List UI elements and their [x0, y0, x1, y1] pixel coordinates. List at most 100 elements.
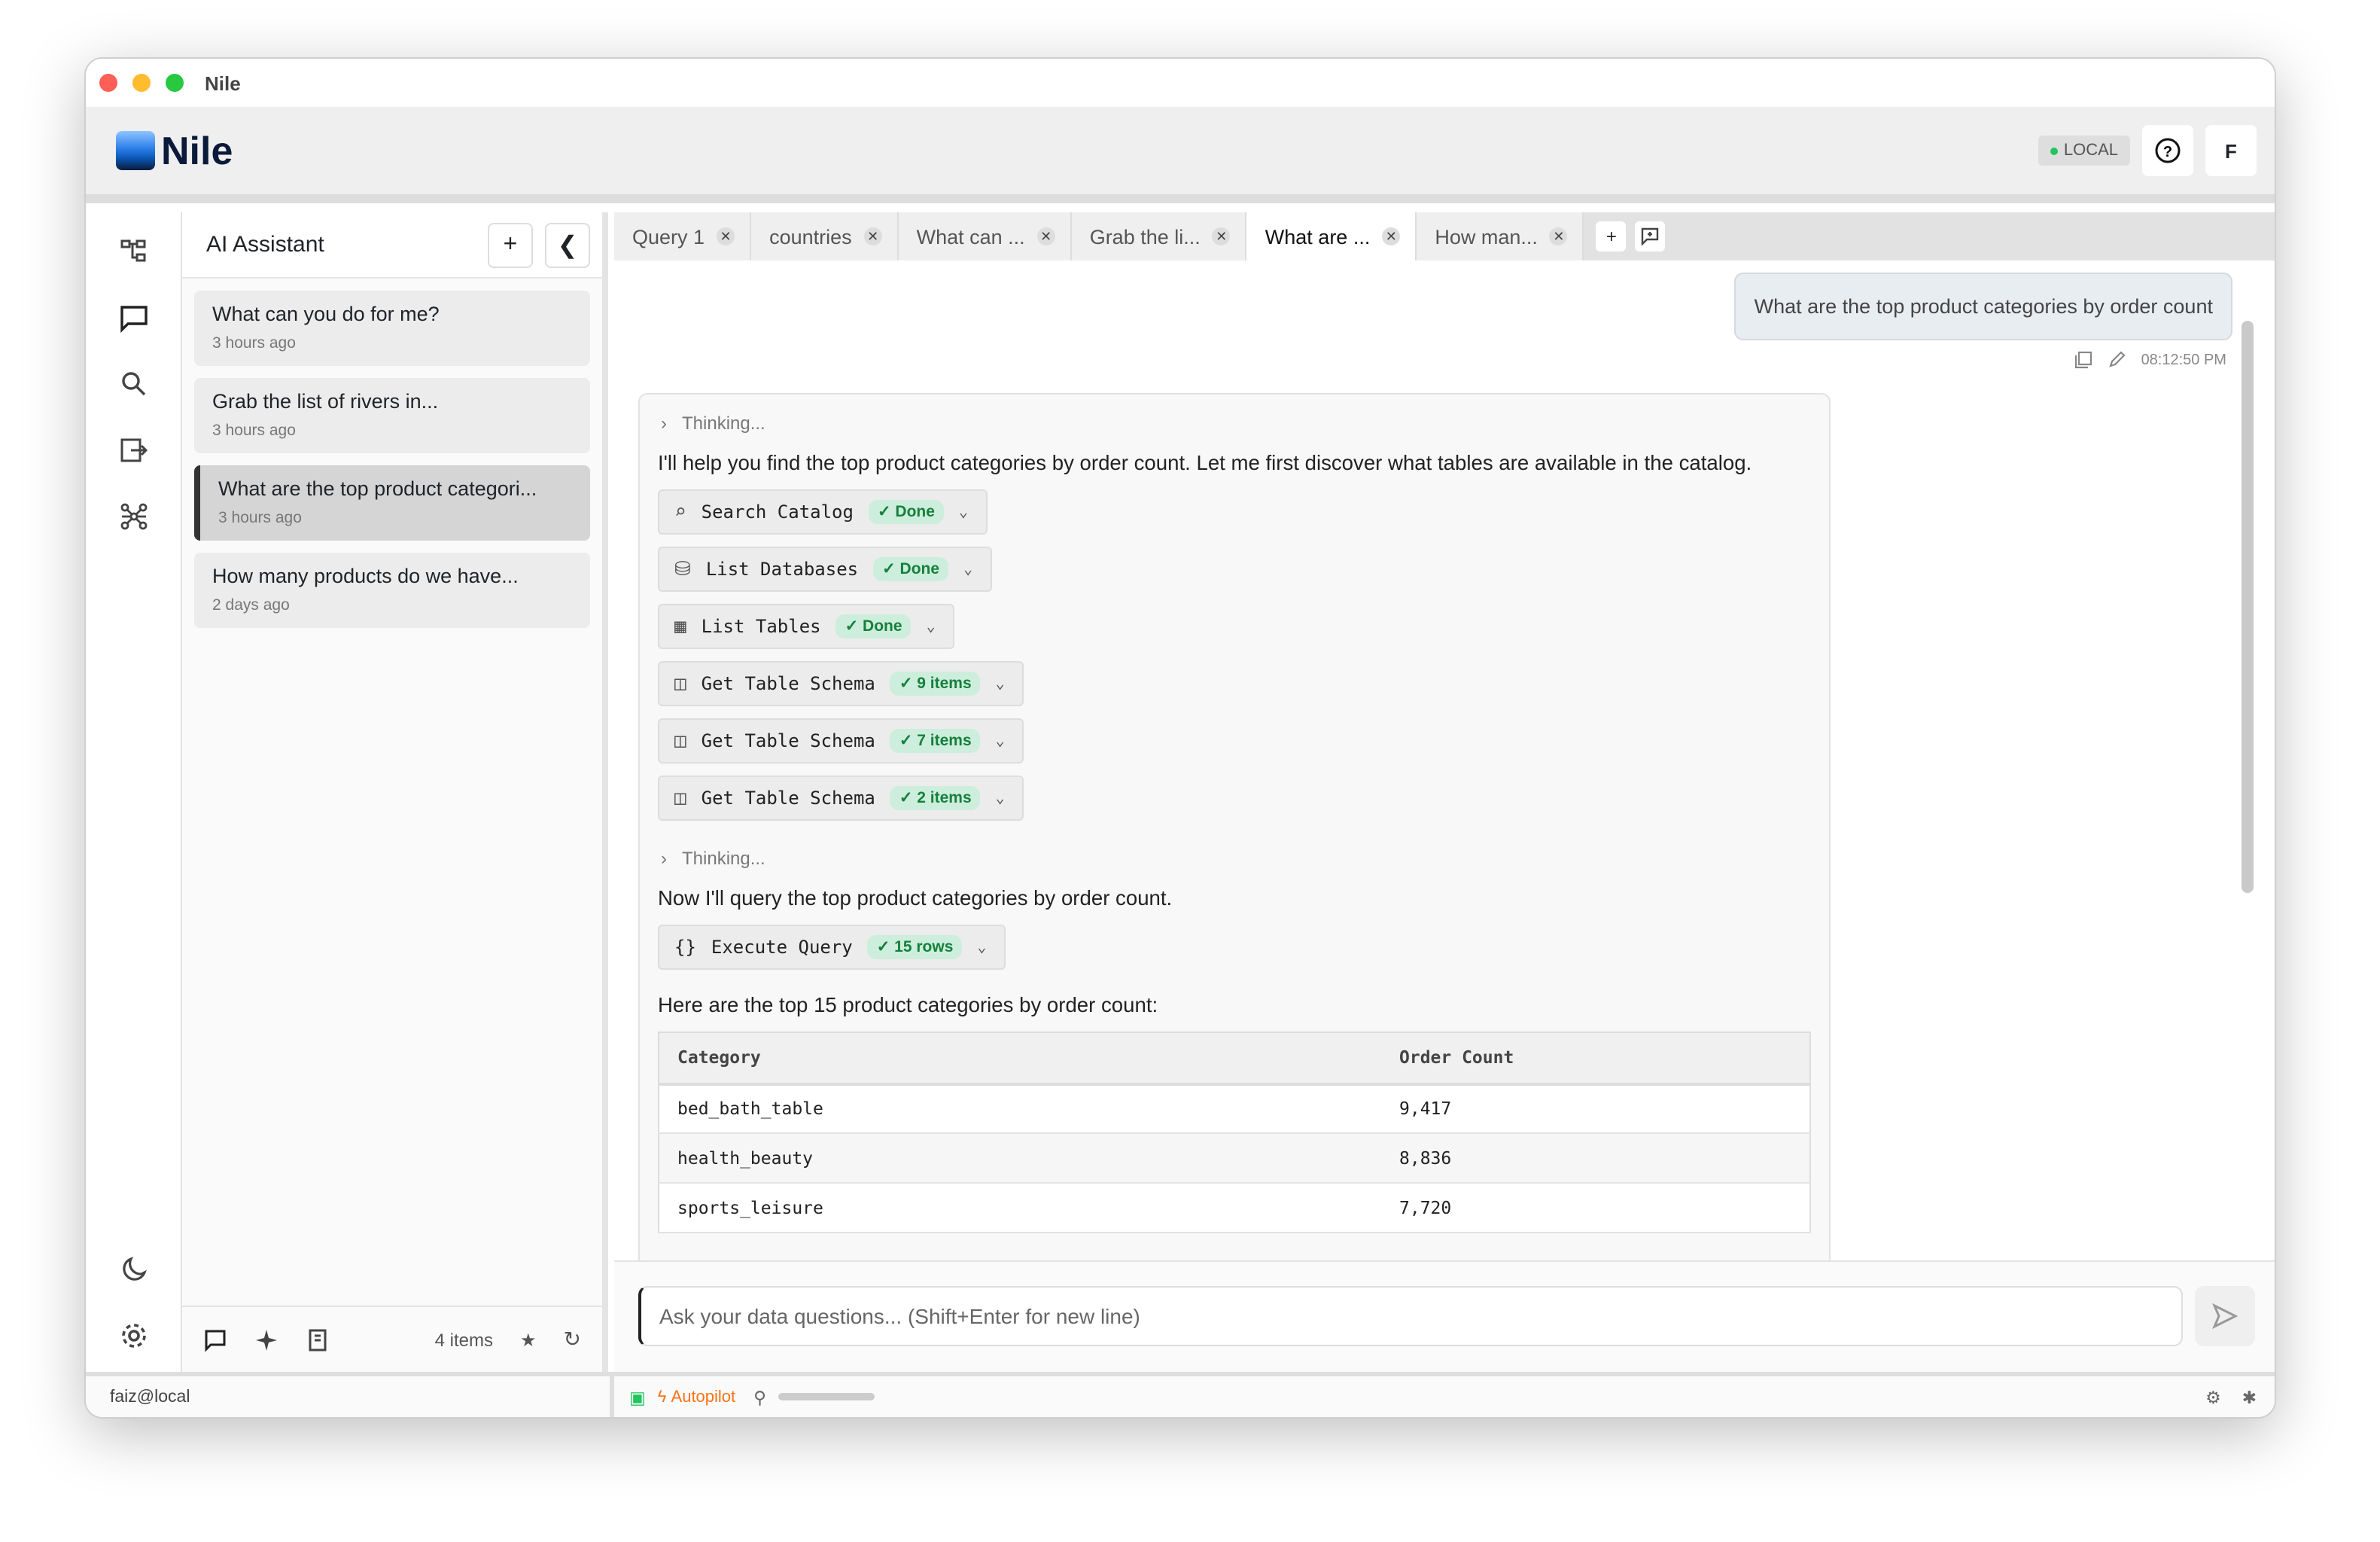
graph-network-icon[interactable] [116, 498, 152, 535]
chevron-down-icon[interactable]: ⌄ [958, 504, 968, 520]
chat-icon[interactable] [203, 1327, 227, 1352]
maximize-window-button[interactable] [166, 74, 184, 92]
chevron-down-icon[interactable]: ⌄ [963, 561, 973, 577]
close-window-button[interactable] [99, 74, 117, 92]
tool-call-execute-query[interactable]: {} Execute Query ✓ 15 rows ⌄ [658, 925, 1006, 970]
star-icon[interactable]: ★ [520, 1329, 537, 1350]
columns-icon: ◫ [674, 787, 686, 809]
autopilot-toggle[interactable]: ϟ Autopilot [657, 1388, 736, 1406]
status-dot-icon [2050, 147, 2058, 154]
user-message: What are the top product categories by o… [1734, 273, 2232, 340]
column-header[interactable]: Order Count [1381, 1032, 1810, 1085]
columns-icon: ◫ [674, 730, 686, 752]
tool-call[interactable]: ⌕ Search Catalog ✓ Done ⌄ [658, 489, 988, 535]
send-button[interactable] [2195, 1286, 2255, 1346]
tool-name: Execute Query [711, 937, 853, 958]
thinking-toggle[interactable]: › Thinking... [661, 848, 1811, 869]
tool-call[interactable]: ◫ Get Table Schema ✓ 2 items ⌄ [658, 776, 1024, 821]
conversation-title: What are the top product categori... [218, 477, 537, 500]
chevron-down-icon[interactable]: ⌄ [926, 618, 936, 635]
tool-call[interactable]: ◫ Get Table Schema ✓ 7 items ⌄ [658, 718, 1024, 763]
tab-grab-the-list[interactable]: Grab the li... ✕ [1071, 212, 1247, 261]
conversation-title: Grab the list of rivers in... [212, 390, 439, 413]
tab-query-1[interactable]: Query 1 ✕ [614, 212, 752, 261]
conversation-title: What can you do for me? [212, 303, 440, 325]
close-tab-icon[interactable]: ✕ [863, 227, 882, 245]
conversation-item[interactable]: How many products do we have... 2 days ag… [194, 553, 590, 628]
braces-icon: {} [674, 937, 696, 958]
gear-icon[interactable] [116, 1318, 152, 1354]
items-count: 4 items [434, 1329, 493, 1350]
chevron-down-icon[interactable]: ⌄ [995, 790, 1005, 806]
settings-icon[interactable]: ⚙ [2205, 1389, 2221, 1407]
new-tab-button[interactable]: + [1596, 221, 1627, 251]
collapse-sidebar-button[interactable]: ❮ [545, 222, 590, 267]
message-time: 08:12:50 PM [2141, 352, 2226, 368]
tool-name: List Tables [701, 616, 821, 637]
scrollbar[interactable] [2242, 321, 2254, 893]
sparkle-icon[interactable] [254, 1327, 278, 1352]
conversation-item[interactable]: Grab the list of rivers in... 3 hours ago [194, 378, 590, 453]
minimize-window-button[interactable] [132, 74, 151, 92]
table-icon: ▦ [674, 615, 686, 638]
close-tab-icon[interactable]: ✕ [1036, 227, 1055, 245]
close-tab-icon[interactable]: ✕ [1549, 227, 1568, 245]
main-panel: Query 1 ✕ countries ✕ What can ... ✕ Grab t… [614, 212, 2275, 1372]
schema-tree-icon[interactable] [116, 233, 152, 270]
tab-how-many[interactable]: How man... ✕ [1417, 212, 1584, 261]
notes-icon[interactable] [306, 1327, 330, 1352]
order-count-cell: 7,720 [1381, 1183, 1810, 1233]
tool-name: Get Table Schema [701, 730, 875, 751]
order-count-cell: 9,417 [1381, 1083, 1810, 1134]
moon-icon[interactable] [116, 1251, 152, 1288]
bug-icon[interactable]: ✱ [2242, 1389, 2257, 1407]
conversation-item-active[interactable]: What are the top product categori... 3 ho… [194, 465, 590, 541]
chat-icon[interactable] [116, 300, 152, 336]
chevron-down-icon[interactable]: ⌄ [995, 675, 1005, 692]
thinking-label: Thinking... [682, 413, 765, 434]
copy-icon[interactable] [2075, 351, 2093, 369]
tool-name: Get Table Schema [701, 673, 875, 694]
tab-bar: Query 1 ✕ countries ✕ What can ... ✕ Grab t… [614, 212, 2275, 261]
conversation-title: How many products do we have... [212, 565, 519, 587]
edit-icon[interactable] [2108, 351, 2126, 369]
conversation-item[interactable]: What can you do for me? 3 hours ago [194, 291, 590, 366]
column-header[interactable]: Category [659, 1032, 1381, 1085]
assistant-message: › Thinking... I'll help you find the top … [638, 393, 1831, 1260]
tool-status-badge: ✓ 9 items [890, 672, 981, 696]
tool-call[interactable]: ▦ List Tables ✓ Done ⌄ [658, 604, 955, 649]
new-chat-tab-button[interactable] [1635, 221, 1666, 251]
tab-what-can[interactable]: What can ... ✕ [898, 212, 1072, 261]
tab-what-are[interactable]: What are ... ✕ [1246, 212, 1417, 261]
nile-logo-icon [116, 131, 155, 170]
env-badge: LOCAL [2038, 136, 2130, 166]
help-button[interactable]: ? [2142, 125, 2193, 176]
chip-icon[interactable]: ▣ [629, 1389, 646, 1407]
avatar[interactable]: F [2205, 125, 2257, 176]
chevron-down-icon[interactable]: ⌄ [995, 733, 1005, 749]
wrench-icon[interactable]: ⚲ [753, 1389, 767, 1407]
results-table: Category Order Count bed_bath_table 9,417 h… [658, 1032, 1811, 1233]
tab-countries[interactable]: countries ✕ [751, 212, 899, 261]
new-conversation-button[interactable]: + [488, 222, 533, 267]
chat-input[interactable]: Ask your data questions... (Shift+Enter … [638, 1286, 2183, 1346]
category-cell: sports_leisure [659, 1183, 1381, 1233]
tool-name: Search Catalog [701, 501, 854, 523]
import-export-icon[interactable] [116, 432, 152, 468]
tab-label: What are ... [1265, 225, 1371, 248]
search-icon[interactable] [116, 366, 152, 402]
tool-call[interactable]: ◫ Get Table Schema ✓ 9 items ⌄ [658, 661, 1024, 706]
app-header: Nile LOCAL ? F [86, 107, 2275, 203]
assistant-query-text: Now I'll query the top product categorie… [658, 887, 1173, 910]
close-tab-icon[interactable]: ✕ [1382, 227, 1401, 245]
question-circle-icon: ? [2155, 138, 2181, 163]
chevron-down-icon[interactable]: ⌄ [977, 939, 987, 955]
send-icon [2212, 1303, 2238, 1330]
tool-call[interactable]: ⛁ List Databases ✓ Done ⌄ [658, 547, 993, 592]
close-tab-icon[interactable]: ✕ [717, 227, 735, 245]
close-tab-icon[interactable]: ✕ [1212, 227, 1231, 245]
category-cell: bed_bath_table [659, 1083, 1381, 1134]
thinking-toggle[interactable]: › Thinking... [661, 413, 1811, 434]
user-label: faiz@local [86, 1376, 614, 1417]
refresh-icon[interactable]: ↻ [563, 1327, 581, 1351]
